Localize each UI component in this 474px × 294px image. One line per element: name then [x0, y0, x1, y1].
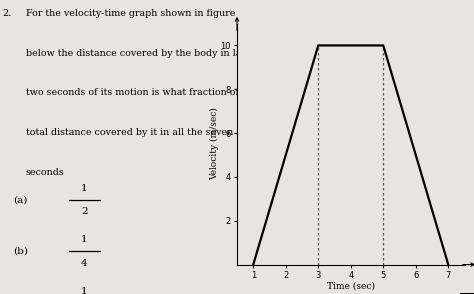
- Text: two seconds of its motion is what fraction of the: two seconds of its motion is what fracti…: [26, 88, 257, 97]
- Text: 1: 1: [81, 184, 88, 193]
- Text: 2.: 2.: [2, 9, 12, 18]
- Text: For the velocity-time graph shown in figure: For the velocity-time graph shown in fig…: [26, 9, 235, 18]
- X-axis label: Time (sec): Time (sec): [327, 281, 375, 290]
- Text: 1: 1: [81, 287, 88, 294]
- Y-axis label: Velocity (m/sec): Velocity (m/sec): [210, 108, 219, 181]
- Text: 4: 4: [81, 259, 88, 268]
- Text: seconds: seconds: [26, 168, 64, 177]
- Text: (a): (a): [13, 196, 27, 204]
- Text: below the distance covered by the body in last: below the distance covered by the body i…: [26, 49, 250, 58]
- Text: (b): (b): [13, 247, 28, 256]
- Text: total distance covered by it in all the seven: total distance covered by it in all the …: [26, 128, 233, 137]
- Text: 1: 1: [81, 235, 88, 244]
- Text: 2: 2: [81, 207, 88, 216]
